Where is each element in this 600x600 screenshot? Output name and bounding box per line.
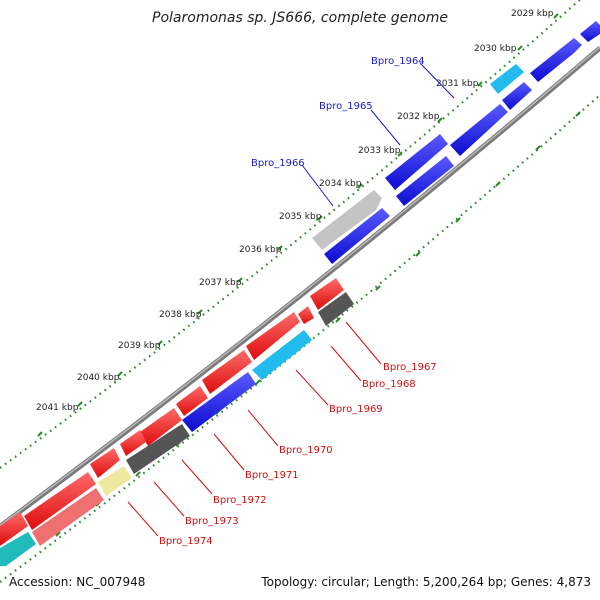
tick-label: 2031 kbp <box>436 79 479 89</box>
gene-arrow-red[interactable] <box>0 512 28 546</box>
tick-label: 2040 kbp <box>77 373 120 383</box>
gene-arrow-blue[interactable] <box>530 38 582 82</box>
gene-label-bpro-1966[interactable]: Bpro_1966 <box>251 158 305 169</box>
reverse-gene-labels: Bpro_1967 Bpro_1968 Bpro_1969 Bpro_1970 … <box>127 321 437 547</box>
gene-label-bpro-1964[interactable]: Bpro_1964 <box>371 56 425 67</box>
tick-label: 2036 kbp <box>239 245 282 255</box>
gene-arrow-lightgray[interactable] <box>312 190 382 250</box>
forward-strand-genes <box>312 21 600 264</box>
gene-arrow-red[interactable] <box>90 448 120 478</box>
gene-arrow-red[interactable] <box>176 386 208 416</box>
gene-arrow-blue[interactable] <box>450 104 508 156</box>
tick-label: 2029 kbp <box>511 9 554 19</box>
reverse-strand-genes <box>0 278 354 566</box>
gene-label-bpro-1967[interactable]: Bpro_1967 <box>383 362 437 373</box>
gene-arrow-red[interactable] <box>310 278 344 310</box>
gene-arrow-blue[interactable] <box>182 372 256 432</box>
tick-label: 2037 kbp <box>199 278 242 288</box>
accession-text: Accession: NC_007948 <box>9 575 146 589</box>
gene-arrow-blue[interactable] <box>396 156 454 206</box>
tick-label: 2038 kbp <box>159 310 202 320</box>
gene-arrow-blue[interactable] <box>580 21 600 42</box>
gene-arrow-red[interactable] <box>24 472 96 530</box>
gene-label-bpro-1968[interactable]: Bpro_1968 <box>362 379 416 390</box>
forward-gene-labels: Bpro_1964 Bpro_1965 Bpro_1966 <box>251 56 455 207</box>
gene-label-bpro-1971[interactable]: Bpro_1971 <box>245 470 299 481</box>
gene-arrow-teal[interactable] <box>0 532 36 566</box>
gene-arrow-pink[interactable] <box>32 488 104 546</box>
gene-label-bpro-1974[interactable]: Bpro_1974 <box>159 536 213 547</box>
gene-arrow-gray[interactable] <box>126 424 190 474</box>
tick-label: 2041 kbp <box>36 403 79 413</box>
gene-arrow-cyan[interactable] <box>490 64 524 94</box>
gene-label-bpro-1969[interactable]: Bpro_1969 <box>329 404 383 415</box>
gene-arrow-blue[interactable] <box>502 82 532 110</box>
gene-arrow-cyan[interactable] <box>252 330 312 380</box>
gene-label-bpro-1973[interactable]: Bpro_1973 <box>185 516 239 527</box>
gene-arrow-blue[interactable] <box>324 208 390 264</box>
gene-label-bpro-1965[interactable]: Bpro_1965 <box>319 101 373 112</box>
gene-arrow-red[interactable] <box>298 306 314 324</box>
tick-label: 2030 kbp <box>474 44 517 54</box>
tick-label: 2034 kbp <box>319 179 362 189</box>
tick-label: 2035 kbp <box>279 212 322 222</box>
outer-tick-marks <box>37 13 559 437</box>
tick-label: 2032 kbp <box>397 112 440 122</box>
genome-stats-text: Topology: circular; Length: 5,200,264 bp… <box>261 575 591 589</box>
gene-arrow-blue[interactable] <box>385 134 448 190</box>
genome-title: Polaromonas sp. JS666, complete genome <box>152 10 448 26</box>
gene-label-bpro-1970[interactable]: Bpro_1970 <box>279 445 333 456</box>
tick-label: 2039 kbp <box>118 341 161 351</box>
gene-label-bpro-1972[interactable]: Bpro_1972 <box>213 495 267 506</box>
backbone-line <box>0 46 600 530</box>
outer-tick-ring <box>0 0 582 469</box>
tick-labels: 2029 kbp 2030 kbp 2031 kbp 2032 kbp 2033… <box>36 9 554 413</box>
gene-arrow-red[interactable] <box>120 430 146 456</box>
gene-arrow-gray[interactable] <box>318 292 354 326</box>
tick-label: 2033 kbp <box>358 146 401 156</box>
gene-arrow-red[interactable] <box>202 350 252 394</box>
gene-arrow-red[interactable] <box>140 408 182 446</box>
gene-arrow-yellow[interactable] <box>98 466 132 496</box>
backbone-highlight <box>0 46 600 527</box>
gene-arrow-red[interactable] <box>246 312 300 360</box>
